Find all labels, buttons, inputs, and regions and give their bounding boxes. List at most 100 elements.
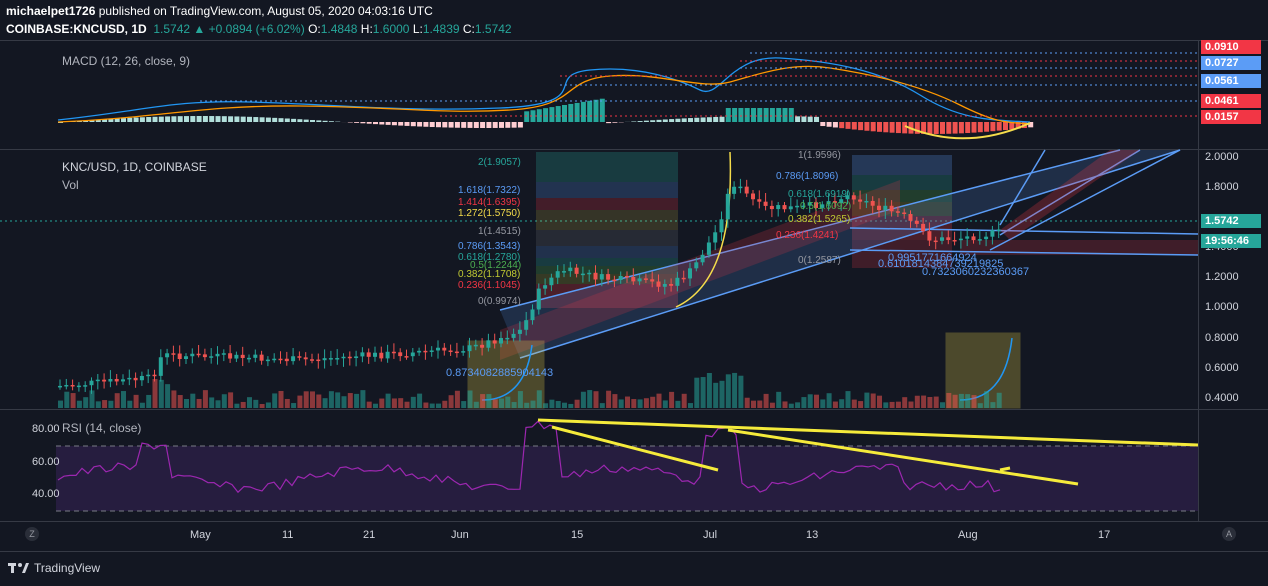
macd-label[interactable]: MACD (12, 26, close, 9) [62, 54, 191, 68]
candles[interactable] [58, 178, 1001, 394]
candle-body [700, 254, 705, 263]
volume-bar [158, 379, 164, 408]
macd-tag-0727: 0.0727 [1201, 56, 1261, 70]
volume-bar [58, 400, 63, 408]
candle-body [486, 340, 491, 348]
price-pane-title[interactable]: KNC/USD, 1D, COINBASE [62, 160, 207, 174]
macd-bar [398, 122, 404, 126]
volume-bar [423, 402, 429, 408]
volume-bar [990, 402, 996, 408]
parabolic-curve[interactable] [675, 151, 732, 308]
candle-body [631, 276, 636, 282]
macd-bar [127, 117, 133, 122]
candle-body [291, 356, 296, 362]
fib-retracement-1[interactable] [536, 152, 678, 308]
macd-curve[interactable] [904, 122, 1031, 140]
macd-bar [259, 117, 265, 122]
macd-bar [253, 117, 259, 122]
volume-bar [209, 397, 215, 408]
red-trend-channel[interactable] [500, 180, 1199, 360]
candle-body [769, 205, 774, 210]
price-axis[interactable] [1198, 40, 1268, 522]
tradingview-logo[interactable]: TradingView [8, 560, 100, 576]
volume-bar [832, 401, 838, 408]
fib1-level-2: 2(1.9057) [478, 157, 521, 168]
candle-body [587, 272, 592, 275]
volume-bar [524, 402, 530, 408]
macd-bar [662, 119, 668, 122]
candle-body [933, 240, 938, 243]
candle-body [404, 356, 409, 358]
volume-label[interactable]: Vol [62, 178, 79, 192]
macd-bar [486, 122, 492, 128]
candle-body [240, 354, 245, 358]
macd-bar [1015, 122, 1021, 129]
volume-bar [864, 392, 870, 408]
volume-bar [757, 400, 763, 408]
volume-bar [265, 402, 271, 408]
macd-bar [933, 122, 939, 134]
candle-body [272, 358, 277, 361]
macd-bar [234, 116, 240, 122]
candle-body [152, 374, 157, 377]
fib-retracement-2[interactable] [852, 155, 952, 268]
macd-bar [587, 100, 593, 122]
macd-bar [870, 122, 876, 132]
macd-bar [580, 101, 586, 122]
candle-body [958, 238, 963, 241]
rsi-trendlines[interactable] [537, 418, 1199, 486]
volume-bar [681, 393, 687, 408]
volume-bar [782, 401, 788, 408]
time-label: 15 [571, 529, 584, 541]
macd-bar [656, 119, 662, 122]
macd-bar [801, 116, 807, 122]
candle-body [184, 356, 188, 360]
candle-body [902, 212, 907, 215]
rsi-label[interactable]: RSI (14, close) [62, 421, 142, 435]
macd-bar [354, 122, 360, 123]
macd-bar [757, 108, 763, 122]
blue-trend-channel[interactable] [499, 149, 1181, 359]
volume-bar [656, 393, 662, 408]
auto-scale-toggle[interactable]: A [1222, 527, 1236, 541]
fib2-level-0786: 0.786(1.8096) [776, 171, 839, 182]
volume-bar [870, 393, 876, 408]
publisher-name[interactable]: michaelpet1726 [6, 4, 96, 18]
volume-bar [568, 403, 574, 408]
candle-body [801, 205, 806, 208]
rsi-tick: 80.00 [32, 423, 60, 435]
timezone-toggle[interactable]: Z [25, 527, 39, 541]
macd-bar [732, 108, 738, 122]
macd-bar [228, 116, 234, 122]
candle-body [121, 379, 125, 382]
volume-bar [738, 375, 744, 408]
macd-bar [606, 122, 612, 124]
macd-bar [688, 118, 693, 122]
volume-bar [543, 403, 549, 408]
breakout-lines[interactable] [989, 149, 1181, 251]
volume-bar [921, 395, 927, 408]
time-label: 17 [1098, 529, 1111, 541]
macd-bar [303, 119, 309, 122]
macd-bar [807, 116, 813, 122]
macd-bar [517, 122, 523, 128]
volume-bar [486, 394, 492, 408]
macd-bar [694, 117, 700, 122]
macd-histogram [58, 98, 1034, 134]
volume-bar [977, 403, 983, 408]
volume-bar [662, 400, 668, 408]
macd-level-lines[interactable] [200, 52, 1198, 117]
volume-bar [845, 391, 851, 408]
symbol-name[interactable]: COINBASE:KNCUSD, 1D [6, 22, 147, 36]
macd-bar [291, 118, 297, 122]
candle-body [410, 352, 415, 357]
fib2-level-0618: 0.618(1.6919) [788, 189, 851, 200]
macd-bar [461, 122, 467, 128]
macd-bar [858, 122, 864, 131]
macd-bar [769, 108, 775, 122]
candle-body [297, 356, 302, 358]
macd-bar [373, 122, 378, 125]
candle-body [259, 354, 264, 361]
macd-bar [467, 122, 473, 128]
